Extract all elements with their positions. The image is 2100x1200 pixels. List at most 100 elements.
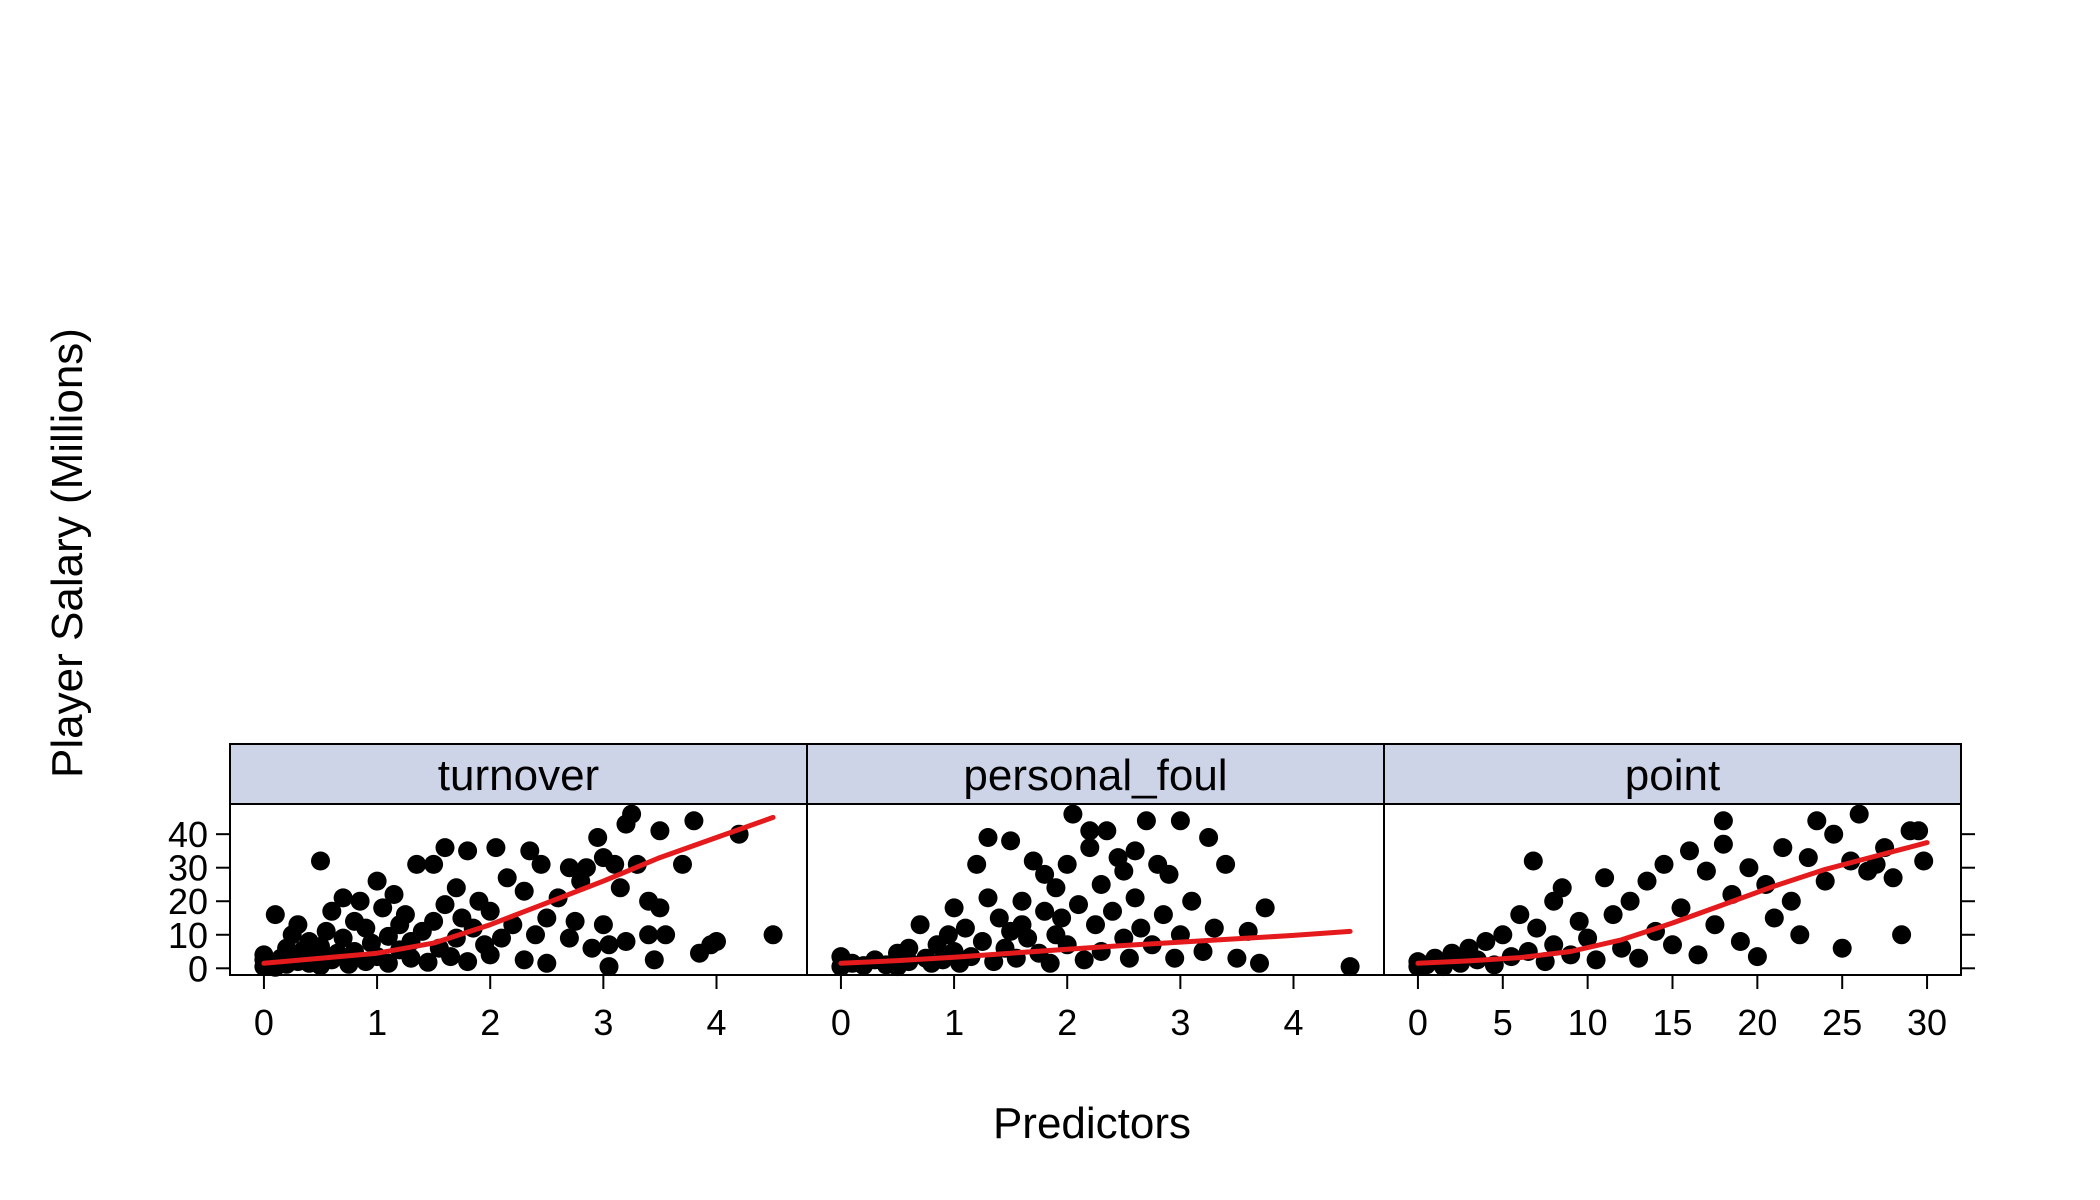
data-point [972, 932, 992, 951]
data-point [763, 925, 783, 945]
x-tick-label: 2 [1057, 1002, 1077, 1043]
data-point [311, 851, 330, 871]
data-point [1063, 804, 1083, 824]
data-point [526, 925, 545, 945]
data-point [1012, 891, 1032, 911]
data-point [938, 925, 958, 945]
strip-turnover [229, 743, 808, 805]
x-tick-label: 1 [367, 1002, 387, 1043]
data-point [1476, 932, 1496, 951]
data-point [1035, 864, 1055, 884]
data-point [514, 950, 534, 970]
data-point [1892, 925, 1912, 945]
data-point [1250, 953, 1269, 973]
data-point [384, 885, 404, 904]
data-point [639, 925, 659, 945]
data-point [1798, 848, 1818, 868]
data-point [1069, 895, 1088, 915]
data-point [1001, 831, 1021, 851]
data-point [1199, 828, 1219, 847]
x-tick-label: 15 [1652, 1002, 1692, 1043]
data-point [1103, 901, 1122, 921]
data-point [395, 905, 415, 925]
data-point [1340, 957, 1360, 977]
data-point [1773, 838, 1793, 858]
data-point [1654, 854, 1674, 874]
data-point [644, 950, 664, 970]
data-point [1023, 851, 1043, 871]
x-tick-label: 0 [831, 1002, 851, 1043]
data-point [1493, 925, 1513, 945]
data-point [1080, 838, 1100, 858]
data-point [1052, 908, 1072, 928]
data-point [333, 888, 353, 908]
data-point [1136, 811, 1156, 831]
x-tick-label: 1 [944, 1002, 964, 1043]
data-point [1080, 821, 1100, 841]
data-point [944, 898, 964, 918]
data-point [1790, 925, 1810, 945]
data-point [1159, 864, 1179, 884]
data-point [1125, 841, 1145, 861]
data-point [316, 921, 336, 941]
data-point [401, 948, 421, 968]
data-point [1040, 953, 1060, 973]
data-point [311, 937, 330, 956]
data-point [599, 957, 619, 977]
data-point [650, 898, 670, 918]
data-point [435, 838, 455, 858]
data-point [1569, 911, 1589, 931]
data-point [1914, 851, 1934, 871]
data-point [1586, 950, 1606, 970]
data-point [673, 854, 692, 874]
data-point [1527, 918, 1547, 938]
x-tick-label: 4 [1283, 1002, 1303, 1043]
data-point [497, 868, 517, 888]
data-point [333, 928, 353, 948]
data-point [1629, 948, 1649, 968]
data-point [588, 828, 608, 847]
data-point [1182, 891, 1202, 911]
data-point [458, 841, 478, 861]
data-point [322, 901, 342, 921]
y-tick-label: 20 [168, 881, 208, 922]
data-point [1216, 854, 1236, 874]
data-point [656, 925, 676, 945]
data-point [1125, 888, 1145, 908]
data-point [1824, 824, 1844, 844]
data-point [955, 918, 975, 938]
data-point [480, 945, 500, 965]
x-tick-label: 3 [1170, 1002, 1190, 1043]
data-point [1204, 918, 1224, 938]
y-tick-label: 40 [168, 814, 208, 855]
data-point [1578, 928, 1598, 948]
data-point [378, 926, 398, 946]
data-point [1165, 948, 1185, 968]
data-point [1739, 858, 1759, 878]
data-point [486, 838, 506, 858]
data-point [1815, 871, 1835, 891]
data-point [1620, 891, 1640, 911]
data-point [1046, 878, 1066, 898]
data-point [1781, 891, 1801, 911]
data-point [1097, 821, 1117, 841]
data-point [1696, 861, 1716, 881]
data-point [418, 952, 438, 972]
data-point [424, 911, 444, 931]
data-point [1705, 915, 1725, 935]
y-tick-label: 10 [168, 915, 208, 956]
x-tick-label: 4 [706, 1002, 726, 1043]
data-point [520, 841, 540, 861]
smooth-line-point [1415, 840, 1930, 966]
data-point [1119, 948, 1139, 968]
data-point [1671, 898, 1691, 918]
data-point [1637, 871, 1657, 891]
data-point [1713, 834, 1733, 854]
data-point [616, 932, 636, 951]
y-tick-label: 30 [168, 848, 208, 889]
x-tick-label: 0 [254, 1002, 274, 1043]
data-point [989, 908, 1009, 928]
data-point [1510, 905, 1530, 925]
x-tick-label: 2 [480, 1002, 500, 1043]
